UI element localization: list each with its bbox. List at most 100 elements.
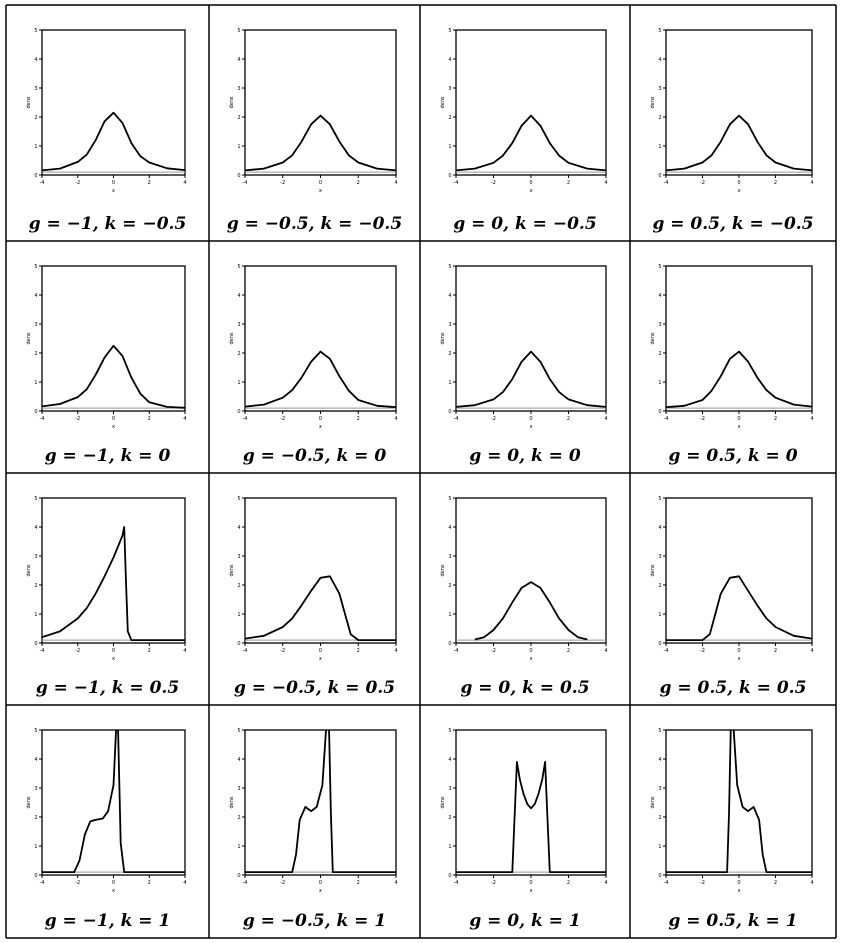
y-tick-label: 1	[34, 844, 37, 850]
y-tick-label: 5	[237, 728, 240, 734]
plot-frame	[244, 29, 397, 176]
x-tick-label: -4	[664, 416, 669, 422]
panel-caption: g = −0.5, k = 0	[243, 446, 386, 466]
panel-caption: g = 0, k = −0.5	[453, 214, 596, 234]
x-axis-label: x	[112, 656, 115, 662]
x-tick-label: 4	[604, 416, 607, 422]
y-tick-label: 2	[34, 815, 37, 821]
x-tick-label: -2	[700, 648, 705, 654]
y-tick-label: 3	[34, 786, 37, 792]
density-curve	[245, 730, 396, 873]
y-tick-label: 2	[448, 815, 451, 821]
y-tick-label: 0	[658, 173, 661, 179]
x-tick-label: 0	[319, 416, 322, 422]
y-tick-label: 1	[237, 612, 240, 618]
y-tick-label: 1	[448, 144, 451, 150]
y-tick-label: 3	[448, 86, 451, 92]
y-tick-label: 5	[448, 264, 451, 270]
x-axis-label: x	[319, 888, 322, 894]
x-tick-label: 0	[112, 880, 115, 886]
panel-caption: g = −1, k = −0.5	[29, 214, 187, 234]
plot-frame	[41, 29, 186, 176]
panel-caption: g = 0, k = 0.5	[460, 678, 589, 698]
density-curve	[456, 114, 606, 172]
x-tick-label: -2	[491, 180, 496, 186]
y-tick-label: 5	[237, 28, 240, 34]
y-tick-label: 0	[237, 641, 240, 647]
y-tick-label: 5	[34, 728, 37, 734]
y-tick-label: 3	[34, 554, 37, 560]
y-axis-label: dens	[650, 564, 656, 576]
density-curve	[666, 730, 812, 873]
x-tick-label: -4	[664, 648, 669, 654]
x-tick-label: 0	[319, 648, 322, 654]
x-axis-label: x	[738, 888, 741, 894]
plot-frame	[41, 729, 186, 876]
y-tick-label: 2	[658, 583, 661, 589]
x-tick-label: 2	[357, 648, 360, 654]
x-tick-label: -2	[75, 648, 80, 654]
x-tick-label: 4	[183, 416, 186, 422]
y-tick-label: 2	[237, 815, 240, 821]
panel-caption: g = 0.5, k = −0.5	[652, 214, 813, 234]
plot-frame	[244, 497, 397, 644]
x-tick-label: 4	[810, 648, 813, 654]
y-tick-label: 2	[658, 115, 661, 121]
panel-caption: g = 0, k = 0	[469, 446, 580, 466]
x-axis-label: x	[738, 424, 741, 430]
y-tick-label: 4	[448, 293, 451, 299]
plot-frame	[665, 729, 813, 876]
y-tick-label: 1	[658, 844, 661, 850]
density-panel: 0 1 2 3 4 5 -4 -2 0 2 4 dens x g = −0.5, k = 1	[229, 728, 398, 931]
x-axis-label: x	[530, 188, 533, 194]
y-tick-label: 5	[34, 264, 37, 270]
x-tick-label: -4	[243, 416, 248, 422]
x-tick-label: -4	[40, 648, 45, 654]
plot-frame	[665, 29, 813, 176]
x-tick-label: 0	[112, 648, 115, 654]
density-panel: 0 1 2 3 4 5 -4 -2 0 2 4 dens x g = −1, k = 1	[26, 728, 187, 931]
x-tick-label: -4	[664, 180, 669, 186]
y-tick-label: 5	[448, 28, 451, 34]
x-tick-label: 4	[810, 880, 813, 886]
y-tick-label: 2	[34, 583, 37, 589]
y-tick-label: 5	[448, 728, 451, 734]
x-axis-label: x	[530, 424, 533, 430]
y-axis-label: dens	[26, 564, 32, 576]
y-tick-label: 3	[34, 86, 37, 92]
x-tick-label: 2	[567, 416, 570, 422]
x-tick-label: 4	[810, 180, 813, 186]
x-tick-label: 2	[774, 416, 777, 422]
y-tick-label: 3	[34, 322, 37, 328]
density-panel: 0 1 2 3 4 5 -4 -2 0 2 4 dens x g = 0.5, k = 1	[650, 728, 814, 931]
panel-caption: g = 0.5, k = 0	[668, 446, 797, 466]
x-tick-label: 0	[112, 416, 115, 422]
y-tick-label: 5	[34, 496, 37, 502]
x-tick-label: 2	[148, 180, 151, 186]
density-curve	[245, 114, 396, 172]
y-tick-label: 4	[448, 757, 451, 763]
x-tick-label: 4	[183, 180, 186, 186]
panel-caption: g = −0.5, k = −0.5	[227, 214, 402, 234]
y-axis-label: dens	[26, 332, 32, 344]
density-panel: 0 1 2 3 4 5 -4 -2 0 2 4 dens x g = −1, k = 0	[26, 264, 187, 466]
y-tick-label: 1	[237, 844, 240, 850]
x-axis-label: x	[112, 188, 115, 194]
y-tick-label: 2	[658, 351, 661, 357]
y-tick-label: 4	[237, 757, 240, 763]
y-tick-label: 1	[658, 612, 661, 618]
x-tick-label: 0	[737, 648, 740, 654]
y-tick-label: 0	[34, 173, 37, 179]
y-tick-label: 3	[237, 86, 240, 92]
x-tick-label: -2	[280, 180, 285, 186]
x-tick-label: 4	[604, 180, 607, 186]
panel-caption: g = 0, k = 1	[469, 911, 580, 931]
x-axis-label: x	[738, 188, 741, 194]
plot-frame	[244, 265, 397, 412]
x-tick-label: -2	[700, 180, 705, 186]
x-tick-label: -4	[40, 880, 45, 886]
y-axis-label: dens	[229, 796, 235, 808]
y-tick-label: 4	[237, 525, 240, 531]
y-tick-label: 0	[448, 409, 451, 415]
x-tick-label: 2	[567, 880, 570, 886]
